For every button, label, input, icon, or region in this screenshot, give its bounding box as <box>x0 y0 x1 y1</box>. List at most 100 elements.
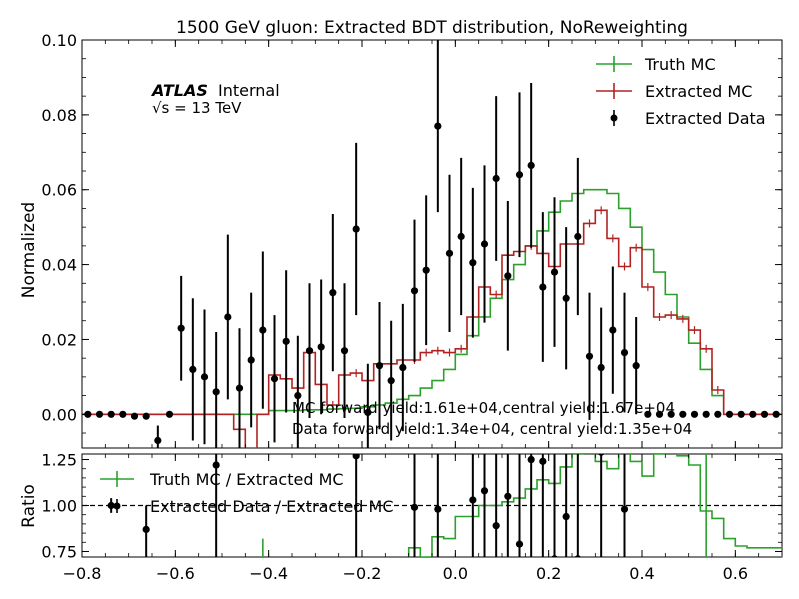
ratio-data-point <box>107 501 115 510</box>
data-point <box>340 347 349 355</box>
data-point <box>329 289 337 297</box>
data-point <box>550 268 559 276</box>
data-point <box>667 410 675 418</box>
ratio-legend-data-marker <box>113 502 121 510</box>
data-point <box>492 174 500 183</box>
data-point <box>142 412 150 420</box>
ratio-data-point <box>410 503 419 511</box>
data-point <box>690 410 699 418</box>
chart-title: 1500 GeV gluon: Extracted BDT distributi… <box>176 18 688 38</box>
data-point <box>714 410 722 418</box>
data-point <box>95 410 104 418</box>
ratio-data-point <box>469 496 477 504</box>
data-point <box>527 161 535 169</box>
x-tick-label: 0.2 <box>536 564 561 583</box>
ratio-data-point <box>527 455 535 464</box>
data-point <box>434 122 442 130</box>
data-point <box>655 410 664 418</box>
y-tick-label: 0.06 <box>41 181 77 200</box>
data-point <box>597 363 605 372</box>
x-tick-label: −0.8 <box>63 564 102 583</box>
data-point <box>177 324 185 332</box>
ratio-y-tick-label: 1.25 <box>41 451 77 470</box>
y-tick-label: 0.02 <box>41 330 77 349</box>
data-point <box>317 343 325 351</box>
ratio-data-point <box>515 540 524 548</box>
data-point <box>480 240 489 248</box>
data-point <box>702 410 710 418</box>
data-point <box>644 410 652 418</box>
ratio-data-point <box>539 457 547 465</box>
ratio-data-point <box>574 555 581 557</box>
legend-data-label: Extracted Data <box>645 109 766 128</box>
legend-data-marker <box>610 114 618 122</box>
y-tick-label: 0.00 <box>41 405 77 424</box>
ratio-plot-marks <box>82 454 782 557</box>
data-point <box>469 259 477 267</box>
data-point <box>352 225 360 233</box>
y-axis-label: Normalized <box>19 202 39 298</box>
ratio-data-point <box>434 505 442 513</box>
ratio-data-point <box>551 555 558 557</box>
data-point <box>165 410 174 418</box>
data-point <box>364 408 372 417</box>
data-point <box>130 412 139 420</box>
ratio-y-tick-label: 1.00 <box>41 497 77 516</box>
axis-ticks: −0.8 −0.6 −0.4 −0.2 0.0 0.2 0.4 0.6 0.00 0.02 0.04… <box>41 31 782 583</box>
data-point <box>107 410 115 418</box>
data-yield-annotation: Data forward yield:1.34e+04, central yie… <box>292 420 692 438</box>
data-point <box>749 410 757 418</box>
main-plot-marks <box>82 40 782 448</box>
mc-yield-annotation: MC forward yield:1.61e+04,central yield:… <box>292 399 675 417</box>
data-point <box>562 294 570 302</box>
data-point <box>270 375 279 383</box>
ratio-data-point <box>212 461 220 469</box>
ratio-data-point <box>598 454 605 456</box>
atlas-label-group: ATLAS Internal <box>150 81 280 100</box>
legend-extracted-label: Extracted MC <box>645 82 752 101</box>
data-point <box>737 410 745 418</box>
data-point <box>212 388 220 396</box>
truth-mc-step-line <box>82 188 782 416</box>
ratio-legend: Truth MC / Extracted MC Extracted Data /… <box>100 470 394 516</box>
data-point <box>259 326 267 334</box>
data-point <box>410 287 419 295</box>
legend-truth-label: Truth MC <box>644 55 716 74</box>
data-point <box>282 337 290 345</box>
data-point <box>515 171 524 179</box>
ratio-data-point <box>142 525 150 534</box>
main-legend: Truth MC Extracted MC Extracted Data <box>596 55 766 128</box>
x-tick-label: 0.6 <box>723 564 748 583</box>
energy-label: √s = 13 TeV <box>152 99 242 117</box>
data-point <box>585 352 594 360</box>
data-point <box>189 365 197 373</box>
data-point <box>632 362 640 370</box>
data-point <box>539 283 547 291</box>
y-tick-label: 0.04 <box>41 256 77 275</box>
data-point <box>725 410 734 418</box>
ratio-data-point <box>562 512 570 521</box>
data-point <box>399 363 407 372</box>
data-point <box>445 249 454 257</box>
x-tick-label: −0.4 <box>249 564 288 583</box>
data-point <box>235 384 244 392</box>
data-point <box>305 347 314 355</box>
ratio-data-point <box>492 522 500 530</box>
data-point <box>200 373 209 381</box>
data-point <box>422 266 430 274</box>
x-tick-label: 0.4 <box>629 564 654 583</box>
data-point <box>504 272 512 280</box>
extracted-mc-step-line <box>82 209 782 448</box>
data-point <box>574 232 582 241</box>
ratio-data-point <box>352 454 360 460</box>
data-point <box>760 410 769 418</box>
ratio-y-tick-label: 0.75 <box>41 542 77 561</box>
y-tick-label: 0.10 <box>41 31 77 50</box>
data-point <box>679 410 687 418</box>
data-point <box>247 356 255 364</box>
ratio-data-point <box>480 487 489 495</box>
x-tick-label: −0.2 <box>343 564 382 583</box>
data-point <box>119 410 127 418</box>
data-point <box>294 391 302 400</box>
data-point <box>375 362 384 370</box>
